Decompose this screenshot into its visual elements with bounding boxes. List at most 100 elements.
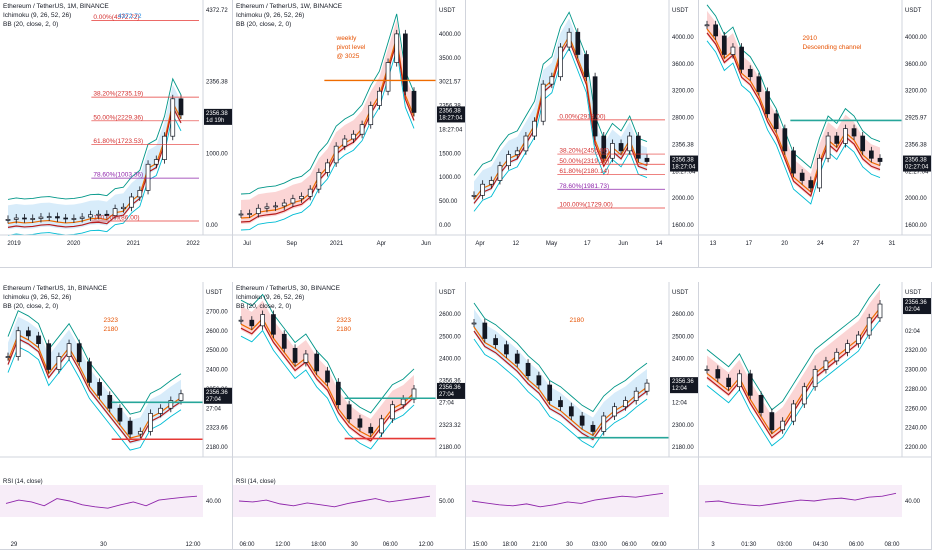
candle	[866, 317, 872, 336]
candle	[170, 98, 176, 137]
price-axis-label: 2300.00	[672, 423, 694, 429]
price-axis-label: 0.00	[206, 223, 218, 229]
candle	[773, 113, 779, 129]
chart-pane-30m[interactable]: 2323 2180 USDT 2600.00 2500.00 2400.00 2356.36…	[233, 282, 466, 550]
chart-pane-1h[interactable]: 2323 2180 USDT 2700.00 2600.00 2500.00 2400.00…	[0, 282, 233, 550]
price-axis-label: 2356.38	[905, 142, 927, 148]
candle	[739, 46, 744, 70]
candle	[325, 370, 330, 383]
chart-svg-4h: 2910 Descending channel USDT 4000.00 3600.00…	[699, 0, 931, 247]
candle	[808, 180, 814, 189]
time-axis-label: 06:00	[622, 542, 638, 548]
rsi-line	[238, 495, 431, 508]
candle	[411, 90, 417, 113]
countdown-to-close: 27:04	[439, 392, 455, 398]
price-axis-label: 2600.00	[439, 312, 461, 318]
candle	[299, 195, 304, 200]
fib-level-label: 50.00%(2319.36)	[559, 158, 609, 165]
fib-level-label: 61.80%(1723.53)	[93, 138, 143, 145]
price-axis-label: 27:04	[439, 401, 455, 407]
candle	[260, 314, 265, 327]
candle	[26, 330, 31, 337]
price-axis-label: USDT	[439, 8, 456, 14]
candle	[566, 31, 572, 48]
price-axis-label: 2600.00	[672, 312, 694, 318]
candle	[627, 135, 633, 152]
time-axis-label: 15:00	[472, 542, 488, 548]
last-price-tag	[903, 155, 931, 172]
candle	[623, 400, 628, 408]
price-axis-label: 2240.00	[905, 426, 927, 432]
candle	[721, 35, 727, 55]
price-axis-label: 4000.00	[439, 32, 461, 38]
rsi-line	[5, 495, 198, 509]
price-axis-label: 2356.38	[672, 142, 694, 148]
time-axis: 06:00 12:00 18:00 30 06:00 12:00	[233, 456, 465, 548]
candles	[5, 94, 184, 224]
time-axis-label: 08:00	[884, 542, 900, 548]
candle	[558, 46, 563, 78]
candle	[137, 190, 143, 198]
price-axis: USDT2700.002600.002500.002400.002356.362…	[202, 282, 228, 457]
time-axis-label: 03:00	[592, 542, 608, 548]
legend-line: Ichimoku (9, 26, 52, 26)	[3, 12, 72, 19]
candle	[145, 163, 151, 191]
ichimoku-base-line	[473, 330, 648, 441]
candle	[575, 31, 581, 55]
legend-line: Ethereum / TetherUS, 1h, BINANCE	[3, 285, 107, 292]
chart-pane-15m[interactable]: 2180USDT2600.002500.002400.002356.3612:0…	[466, 282, 699, 550]
candle	[713, 24, 718, 37]
price-axis-label: 1000.00	[206, 151, 228, 157]
ichimoku-base-line	[240, 321, 415, 442]
candle	[38, 216, 44, 219]
annotation-text: 2910	[803, 35, 818, 42]
countdown-to-close: 18:27:04	[672, 165, 696, 171]
price-axis: USDT4000.003500.003021.572356.3818:27:04…	[435, 0, 463, 235]
bollinger-lower-band	[240, 329, 415, 450]
last-price-tag	[204, 108, 232, 125]
candle	[780, 420, 786, 431]
candle	[55, 216, 60, 219]
candle	[56, 356, 62, 370]
time-axis-label: 27	[853, 241, 860, 247]
candle	[514, 150, 520, 155]
last-price-value: 2356.38	[905, 158, 927, 164]
candle	[247, 213, 252, 215]
candle	[644, 382, 650, 392]
price-axis-label: 4000.00	[672, 35, 694, 41]
rsi-band	[699, 485, 902, 517]
chart-pane-daily[interactable]: 0.00%(2918.00) 38.20%(2456.86) 50.00%(2319…	[466, 0, 699, 268]
chart-pane-4h[interactable]: 2910 Descending channel USDT 4000.00 3600.00…	[699, 0, 932, 268]
price-axis: USDT4000.003600.003200.002925.972356.380…	[901, 0, 929, 235]
last-price-value: 2356.36	[439, 385, 461, 391]
candle	[379, 418, 384, 434]
chart-pane-weekly[interactable]: weekly pivot level @ 3025 USDT 4000.00 3500.0…	[233, 0, 466, 268]
chart-pane-5m[interactable]: USDT2356.3602:042320.002300.002280.00226…	[699, 282, 932, 550]
ichimoku-cloud	[8, 316, 181, 445]
annotation-text: 2180	[104, 326, 119, 333]
rsi-band	[233, 485, 436, 517]
bollinger-basis	[240, 317, 415, 438]
last-price-value: 2356.38	[206, 111, 228, 117]
price-axis-label: USDT	[905, 8, 922, 14]
candle	[601, 415, 607, 432]
candle	[5, 356, 11, 358]
candle	[506, 154, 511, 167]
ichimoku-cloud	[474, 309, 647, 442]
time-axis-label: 20	[781, 241, 788, 247]
candle	[877, 157, 883, 162]
time-axis-label: Apr	[377, 241, 386, 247]
chart-pane-monthly[interactable]: 0.00%(4372.72) 38.20%(2735.19) 50.00%(2229…	[0, 0, 233, 268]
lagging-span	[7, 310, 182, 415]
candle	[799, 172, 805, 181]
chart-svg-monthly: 0.00%(4372.72) 38.20%(2735.19) 50.00%(2229…	[0, 0, 232, 247]
ichimoku-cloud	[241, 19, 414, 225]
annotation-text: 2180	[570, 317, 585, 324]
candle	[504, 344, 509, 355]
candles	[704, 300, 883, 434]
rsi-line	[471, 492, 664, 508]
price-axis-label: 3200.00	[905, 89, 927, 95]
candle	[46, 343, 52, 370]
candle	[579, 415, 585, 426]
price-axis-label: 2180.00	[206, 445, 228, 451]
